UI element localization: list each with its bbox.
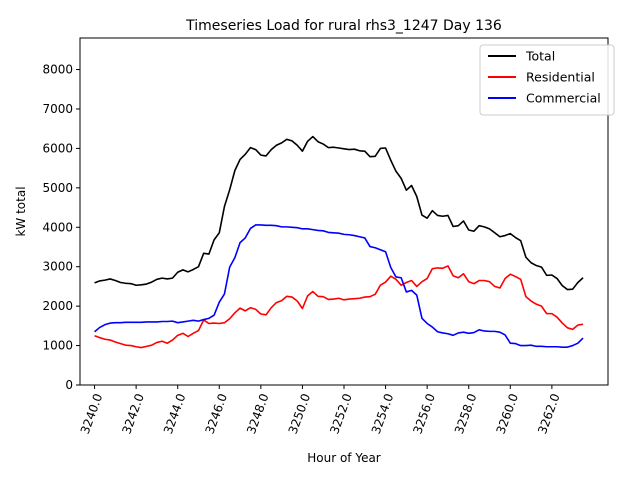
y-tick-label: 1000 [42,339,73,353]
series-line-residential [94,265,584,349]
y-tick-label: 5000 [42,181,73,195]
x-axis-label: Hour of Year [307,451,381,465]
legend: Total Residential Commercial [479,44,615,116]
legend-label-residential: Residential [526,70,595,85]
y-axis: 0 1000 2000 3000 4000 5000 6000 7000 8000 [42,63,80,392]
series-line-commercial [94,224,584,348]
y-tick-label: 3000 [42,260,73,274]
series-layer [94,135,584,349]
y-tick-label: 2000 [42,299,73,313]
y-tick-label: 7000 [42,102,73,116]
legend-label-commercial: Commercial [526,91,601,106]
y-tick-label: 6000 [42,141,73,155]
legend-label-total: Total [525,49,555,64]
y-axis-label: kW total [14,186,28,236]
y-tick-label: 8000 [42,63,73,77]
series-line-total [94,135,584,291]
chart-title: Timeseries Load for rural rhs3_1247 Day … [185,18,502,34]
y-tick-label: 4000 [42,220,73,234]
y-tick-label: 0 [65,378,73,392]
